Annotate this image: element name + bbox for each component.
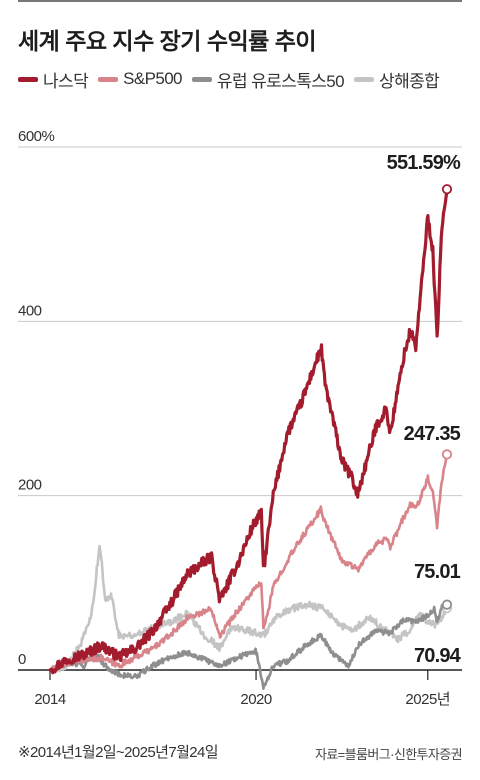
legend-swatch-sp500: [98, 76, 119, 82]
legend-item-nasdaq: 나스닥: [18, 67, 89, 92]
legend-swatch-eurostoxx50: [191, 76, 212, 82]
end-label-nasdaq: 551.59%: [387, 152, 461, 174]
legend-label-nasdaq: 나스닥: [43, 71, 89, 91]
y-tick-label-600: 600%: [18, 128, 55, 145]
x-tick-label-2020: 2020: [240, 691, 272, 708]
legend-label-sp500: S&P500: [123, 69, 182, 88]
footnote: ※2014년1월2일~2025년7월24일: [18, 744, 219, 761]
legend-label-shanghai: 상해종합: [379, 71, 440, 91]
y-tick-label-0: 0: [18, 651, 26, 668]
series-line-eurostoxx50: [48, 603, 449, 690]
legend-swatch-shanghai: [354, 76, 375, 82]
legend-item-sp500: S&P500: [98, 69, 183, 89]
source-note: 자료=블룸버그·신한투자증권: [314, 747, 463, 762]
end-label-sp500: 247.35: [404, 423, 461, 445]
legend-swatch-nasdaq: [18, 76, 38, 82]
end-label-shanghai: 70.94: [414, 645, 462, 667]
end-point-eurostoxx50: [441, 599, 453, 610]
page-title: 세계 주요 지수 장기 수익률 추이: [18, 28, 317, 54]
legend-label-eurostoxx50: 유럽 유로스톡스50: [216, 71, 345, 91]
legend-item-eurostoxx50: 유럽 유로스톡스50: [191, 67, 345, 92]
end-point-sp500: [441, 449, 453, 460]
x-tick-label-2014: 2014: [34, 691, 66, 708]
top-rule: [18, 0, 462, 2]
end-label-eurostoxx50: 75.01: [414, 561, 461, 583]
series-line-sp500: [48, 453, 449, 672]
series-line-nasdaq: [48, 187, 449, 675]
series-line-shanghai: [48, 544, 449, 674]
legend: 나스닥 S&P500 유럽 유로스톡스50 상해종합: [18, 66, 440, 92]
y-tick-label-400: 400: [18, 302, 42, 319]
x-tick-label-2025: 2025년: [405, 691, 450, 708]
y-tick-label-200: 200: [18, 477, 42, 494]
legend-item-shanghai: 상해종합: [354, 67, 440, 92]
end-point-nasdaq: [441, 184, 453, 195]
